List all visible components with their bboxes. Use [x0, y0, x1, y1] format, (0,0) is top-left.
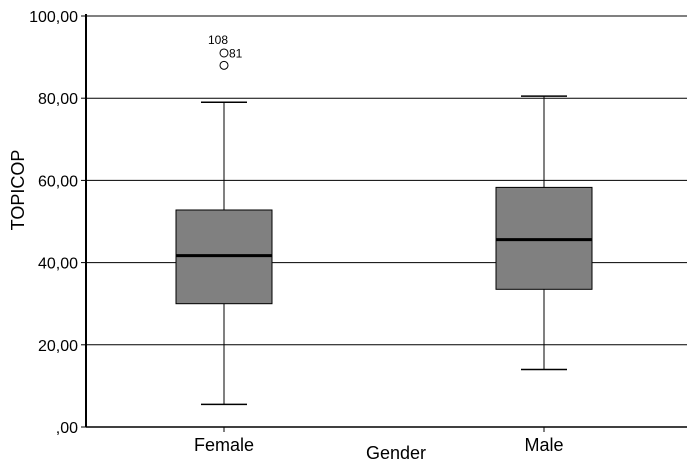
x-axis-title: Gender — [366, 443, 426, 463]
y-tick-label-2: 40,00 — [38, 256, 78, 273]
outlier-label-female-108: 108 — [208, 33, 228, 47]
y-tick-label-0: ,00 — [56, 420, 78, 437]
y-tick-label-5: 100,00 — [29, 9, 78, 26]
x-tick-label-female: Female — [194, 435, 254, 455]
x-tick-label-male: Male — [524, 435, 563, 455]
labels: ,00 20,00 40,00 60,00 80,00 100,00 Female 10881… — [29, 9, 563, 455]
axes — [81, 14, 687, 432]
y-axis-title: TOPICOP — [8, 150, 28, 231]
y-tick-label-3: 60,00 — [38, 173, 78, 190]
y-tick-label-1: 20,00 — [38, 338, 78, 355]
boxes — [175, 48, 593, 406]
outlier-female-108 — [219, 48, 229, 58]
outlier-female-81 — [219, 60, 229, 70]
y-tick-label-4: 80,00 — [38, 91, 78, 108]
outlier-label-female-81: 81 — [229, 46, 243, 60]
